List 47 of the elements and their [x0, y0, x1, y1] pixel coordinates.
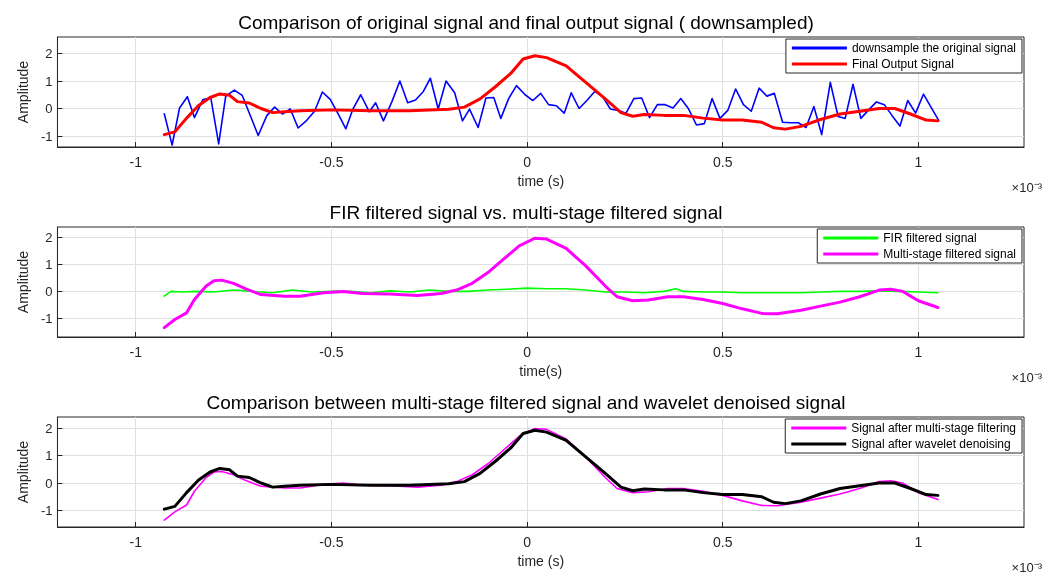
x-tick-label: 0 [523, 534, 532, 550]
x-tick-label: -1 [129, 344, 143, 360]
text: ×10⁻³ [1011, 560, 1043, 575]
x-axis-title: time (s) [517, 552, 565, 569]
legend-label: downsample the original signal [851, 41, 1017, 55]
x-tick-label: 1 [914, 344, 923, 360]
x-tick-label: 0.5 [712, 534, 733, 550]
chart-title: FIR filtered signal vs. multi-stage filtered signal [329, 202, 723, 223]
line-series [163, 287, 939, 298]
x-tick-label: -0.5 [319, 154, 344, 170]
x-tick-label: -0.5 [319, 534, 344, 550]
y-tick-label: 1 [45, 448, 53, 463]
x-tick-label: 1 [914, 154, 923, 170]
x-axis-title: time (s) [517, 172, 565, 189]
y-axis-title: Amplitude [15, 440, 31, 504]
y-tick-label: -1 [40, 310, 53, 326]
y-axis-title: Amplitude [15, 60, 31, 124]
legend-label: FIR filtered signal [883, 231, 977, 245]
x-tick-label: -0.5 [319, 344, 344, 360]
y-axis-title: Amplitude [15, 250, 31, 314]
legend-label: Final Output Signal [851, 57, 954, 71]
x-tick-label: 0 [523, 154, 532, 170]
y-tick-label: 2 [45, 46, 53, 61]
x-tick-label: 0.5 [712, 154, 733, 170]
line-series [163, 77, 940, 146]
y-tick-label: 0 [45, 475, 53, 491]
text: ×10⁻³ [1011, 370, 1043, 385]
chart-title: Comparison of original signal and final output signal ( downsampled) [238, 12, 814, 33]
x-tick-label: 1 [914, 534, 923, 550]
legend-label: Signal after wavelet denoising [851, 437, 1011, 451]
text: ×10⁻³ [1011, 180, 1043, 195]
y-tick-label: 1 [45, 73, 53, 89]
y-tick-label: 0 [45, 101, 53, 116]
legend-label: Signal after multi-stage filtering [851, 421, 1017, 435]
x-tick-label: -1 [129, 534, 143, 550]
y-tick-label: 2 [45, 230, 53, 246]
y-tick-label: 0 [45, 283, 53, 299]
y-tick-label: 2 [45, 420, 53, 436]
x-tick-label: 0 [523, 344, 532, 360]
chart-title: Comparison between multi-stage filtered signal and wavelet denoised signal [206, 392, 846, 413]
x-tick-label: 0.5 [712, 344, 733, 360]
y-tick-label: -1 [40, 128, 53, 144]
x-tick-label: -1 [129, 154, 143, 170]
y-tick-label: -1 [40, 503, 53, 518]
y-tick-label: 1 [45, 257, 53, 273]
x-axis-title: time(s) [519, 362, 563, 379]
legend-label: Multi-stage filtered signal [883, 247, 1017, 261]
